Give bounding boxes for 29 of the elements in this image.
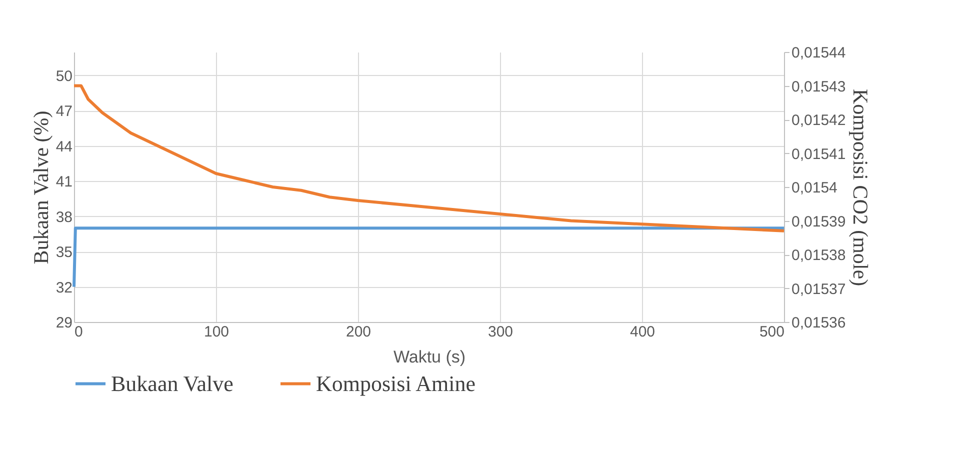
x-tick-label: 500 [759, 324, 784, 340]
y-axis-title: Bukaan Valve (%) [28, 110, 53, 264]
y2-axis-title: Komposisi CO2 (mole) [848, 88, 873, 286]
y2-tick-label: 0,01538 [792, 247, 846, 264]
y2-tick-label: 0,01536 [792, 314, 846, 332]
y2-tick-label: 0,01542 [792, 112, 846, 129]
y2-tick-label: 0,01541 [792, 146, 846, 163]
y-tick-label: 32 [56, 279, 72, 296]
y-tick-label: 35 [56, 244, 72, 262]
x-tick-label: 0 [74, 324, 83, 340]
y2-tick-label: 0,0154 [792, 180, 838, 196]
x-tick-label: 300 [488, 324, 514, 340]
y2-tick-label: 0,01543 [792, 78, 846, 96]
y2-tick-label: 0,01539 [792, 213, 846, 230]
y-tick-label: 29 [56, 314, 72, 332]
x-tick-label: 400 [630, 324, 656, 340]
y2-tick-label: 0,01544 [792, 44, 846, 62]
y-tick-label: 44 [56, 138, 72, 156]
x-tick-label: 200 [346, 324, 372, 340]
y-tick-label: 41 [56, 174, 72, 191]
y-tick-label: 38 [56, 208, 72, 226]
legend-label: Komposisi Amine [316, 370, 476, 396]
legend-label: Bukaan Valve [111, 370, 234, 396]
y-tick-label: 47 [56, 103, 72, 120]
y-tick-label: 50 [56, 68, 72, 85]
x-axis-title: Waktu (s) [393, 348, 466, 366]
line-series [72, 84, 786, 232]
x-tick-label: 100 [204, 324, 230, 340]
y2-tick-label: 0,01537 [792, 280, 846, 298]
